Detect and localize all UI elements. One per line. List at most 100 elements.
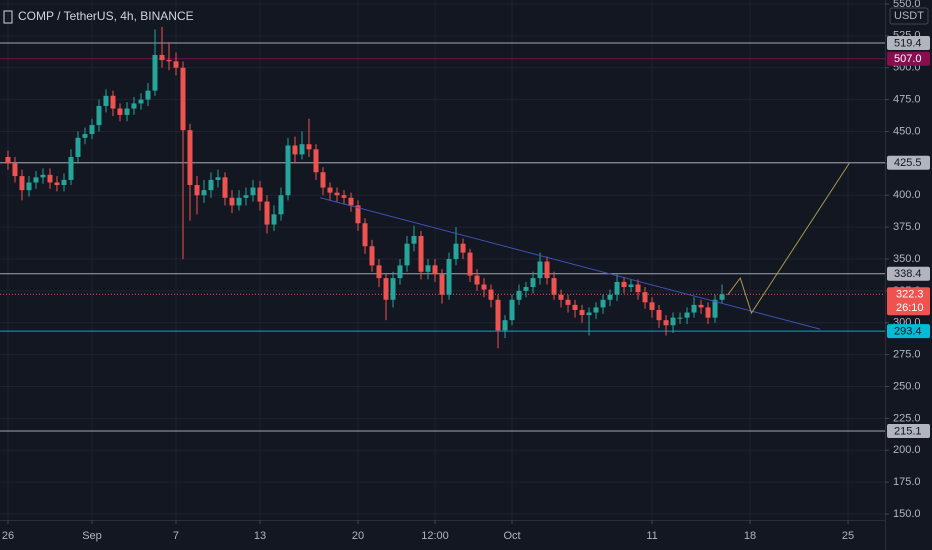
candle-body	[313, 149, 319, 173]
candle-body	[432, 265, 438, 275]
candle-body	[271, 214, 277, 225]
y-tick-label: 275.0	[893, 349, 921, 361]
candle-body	[327, 187, 333, 193]
candle-body	[698, 304, 704, 308]
x-tick-label: 13	[254, 530, 266, 542]
candle-body	[572, 304, 578, 310]
candle-body	[89, 125, 95, 135]
level-label-box	[887, 423, 930, 438]
candle-body	[103, 95, 109, 106]
currency-box[interactable]	[889, 7, 929, 25]
candle-body	[397, 265, 403, 279]
level-label: 338.4	[894, 268, 922, 280]
x-tick-label: 18	[744, 530, 756, 542]
candle-body	[593, 307, 599, 313]
candle-body	[579, 309, 585, 316]
candle-body	[215, 177, 221, 180]
candle-body	[425, 265, 431, 272]
candle-body	[348, 197, 354, 206]
y-tick-label: 475.0	[893, 93, 921, 105]
candle-body	[19, 176, 25, 191]
level-label-box	[887, 266, 930, 281]
candle-body	[54, 182, 60, 186]
y-tick-label: 375.0	[893, 221, 921, 233]
candle-body	[229, 197, 235, 206]
candle-body	[642, 292, 648, 303]
candle-body	[502, 320, 508, 331]
series-icon[interactable]	[3, 10, 13, 24]
candle-body	[712, 299, 718, 318]
y-tick-label: 550.0	[893, 0, 921, 10]
candle-body	[516, 290, 522, 300]
countdown-label: 26:10	[896, 302, 924, 314]
candle-body	[383, 278, 389, 300]
y-tick-label: 250.0	[893, 380, 921, 392]
y-tick-label: 150.0	[893, 508, 921, 520]
y-tick-label: 200.0	[893, 444, 921, 456]
candle-body	[390, 278, 396, 300]
candle-body	[523, 287, 529, 291]
level-label-box	[887, 324, 930, 339]
currency-label: USDT	[894, 10, 924, 22]
candle-body	[362, 223, 368, 247]
candle-body	[544, 261, 550, 279]
x-tick-label: Oct	[503, 530, 520, 542]
candle-body	[495, 299, 501, 331]
level-label-box	[887, 155, 930, 170]
candle-body	[292, 145, 298, 155]
level-label: 425.5	[894, 157, 922, 169]
candle-body	[61, 179, 67, 186]
last-price-box	[887, 287, 930, 316]
candle-body	[47, 174, 53, 183]
candle-body	[194, 185, 200, 196]
candle-body	[705, 307, 711, 318]
candle-body	[145, 90, 151, 100]
candle-body	[26, 182, 32, 191]
drawn-line	[320, 197, 821, 330]
candle-body	[152, 54, 158, 91]
y-tick-label: 400.0	[893, 189, 921, 201]
x-tick-label: 11	[646, 530, 657, 542]
candle-body	[670, 317, 676, 326]
candle-body	[404, 243, 410, 266]
candle-body	[250, 187, 256, 196]
candle-body	[306, 144, 312, 150]
candle-body	[257, 187, 263, 202]
candle-body	[180, 67, 186, 131]
candle-body	[138, 99, 144, 104]
candle-body	[201, 190, 207, 196]
candle-body	[656, 309, 662, 321]
candle-body	[131, 103, 137, 109]
candle-body	[691, 304, 697, 313]
candle-body	[551, 278, 557, 295]
candle-body	[173, 61, 179, 68]
candle-body	[222, 177, 228, 198]
candle-body	[614, 281, 620, 295]
x-tick-label: 25	[842, 530, 854, 542]
candle-body	[509, 299, 515, 321]
candle-body	[558, 294, 564, 300]
candle-body	[40, 174, 46, 178]
candle-body	[607, 294, 613, 300]
candle-body	[320, 172, 326, 188]
candle-body	[12, 163, 18, 177]
candle-body	[159, 54, 165, 61]
candle-body	[474, 275, 480, 285]
candle-body	[96, 105, 102, 126]
x-tick-label: 12:00	[421, 530, 449, 542]
candle-body	[285, 145, 291, 196]
candle-body	[411, 236, 417, 244]
x-tick-label: 26	[2, 530, 14, 542]
candle-body	[460, 243, 466, 253]
candle-body	[600, 299, 606, 308]
candle-body	[236, 197, 242, 206]
last-price-label: 322.3	[896, 289, 924, 301]
chart-title: COMP / TetherUS, 4h, BINANCE	[18, 9, 194, 23]
candle-body	[208, 179, 214, 191]
candle-body	[117, 108, 123, 115]
level-label: 519.4	[894, 37, 922, 49]
candle-body	[530, 278, 536, 288]
candle-body	[75, 137, 81, 157]
